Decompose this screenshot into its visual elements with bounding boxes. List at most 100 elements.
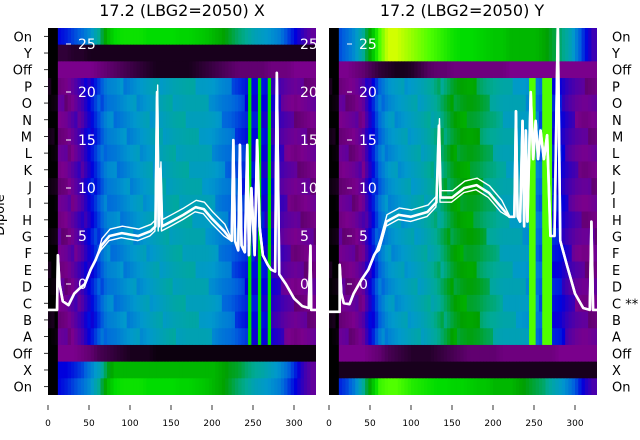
- heatmap-cell: [411, 361, 415, 379]
- heatmap-cell: [261, 294, 266, 313]
- heatmap-cell: [67, 261, 72, 279]
- heatmap-cell: [450, 228, 455, 246]
- heatmap-cell: [146, 194, 151, 212]
- heatmap-cell: [493, 244, 497, 263]
- heatmap-cell: [202, 28, 207, 46]
- heatmap-cell: [159, 94, 164, 112]
- heatmap-cell: [374, 128, 379, 146]
- heatmap-cell: [463, 344, 468, 363]
- heatmap-cell: [561, 178, 566, 196]
- heatmap-cell: [195, 94, 200, 112]
- heatmap-cell: [287, 261, 292, 279]
- heatmap-cell: [136, 144, 141, 162]
- heatmap-cell: [407, 311, 412, 329]
- heatmap-cell: [542, 194, 547, 212]
- heatmap-cell: [420, 194, 425, 212]
- heatmap-cell: [234, 161, 239, 179]
- heatmap-cell: [67, 144, 72, 162]
- heatmap-cell: [172, 261, 177, 279]
- heatmap-cell: [254, 128, 259, 146]
- heatmap-cell: [397, 94, 402, 112]
- heatmap-cell: [215, 361, 220, 379]
- heatmap-cell: [221, 178, 226, 196]
- heatmap-cell: [113, 244, 118, 263]
- heatmap-cell: [195, 244, 200, 263]
- heatmap-cell: [287, 294, 292, 313]
- heatmap-cell: [515, 228, 520, 246]
- heatmap-cell: [93, 311, 98, 329]
- heatmap-cell: [103, 44, 108, 62]
- heatmap-cell: [139, 378, 144, 395]
- heatmap-cell: [368, 61, 373, 79]
- heatmap-cell: [417, 161, 422, 179]
- heatmap-cell: [470, 361, 474, 379]
- heatmap-cell: [48, 311, 52, 329]
- heatmap-cell: [61, 28, 65, 46]
- heatmap-cell: [424, 311, 428, 329]
- heatmap-cell: [404, 111, 409, 129]
- heatmap-cell: [355, 178, 360, 196]
- heatmap-cell: [303, 44, 308, 62]
- heatmap-cell: [264, 311, 269, 329]
- heatmap-cell: [565, 178, 570, 196]
- heatmap-cell: [555, 261, 560, 279]
- heatmap-cell: [51, 244, 56, 263]
- heatmap-cell: [221, 128, 226, 146]
- heatmap-cell: [172, 194, 177, 212]
- heatmap-cell: [205, 144, 210, 162]
- heatmap-cell: [103, 94, 108, 112]
- heatmap-cell: [87, 361, 92, 379]
- heatmap-cell: [443, 278, 448, 296]
- heatmap-cell: [287, 78, 292, 96]
- heatmap-cell: [381, 144, 386, 162]
- heatmap-cell: [294, 261, 298, 279]
- heatmap-cell: [453, 111, 458, 129]
- heatmap-cell: [175, 44, 180, 62]
- heatmap-cell: [67, 328, 72, 346]
- heatmap-cell: [483, 194, 488, 212]
- heatmap-cell: [486, 344, 491, 363]
- heatmap-cell: [290, 361, 295, 379]
- heatmap-cell: [493, 278, 497, 296]
- heatmap-cell: [443, 128, 448, 146]
- heatmap-cell: [558, 244, 563, 263]
- heatmap-cell: [407, 144, 412, 162]
- heatmap-cell: [166, 178, 170, 196]
- heatmap-cell: [358, 128, 363, 146]
- heatmap-cell: [384, 61, 389, 79]
- heatmap-cell: [584, 278, 589, 296]
- heatmap-cell: [257, 294, 262, 313]
- heatmap-cell: [509, 328, 514, 346]
- heatmap-cell: [433, 328, 438, 346]
- heatmap-cell: [443, 211, 448, 229]
- heatmap-cell: [205, 211, 210, 229]
- heatmap-cell: [411, 178, 415, 196]
- heatmap-cell: [351, 278, 356, 296]
- heatmap-cell: [388, 244, 392, 263]
- heatmap-cell: [588, 94, 592, 112]
- heatmap-cell: [146, 144, 151, 162]
- heatmap-cell: [437, 211, 442, 229]
- heatmap-cell: [84, 78, 88, 96]
- heatmap-cell: [54, 144, 59, 162]
- heatmap-cell: [466, 111, 471, 129]
- heatmap-cell: [545, 44, 550, 62]
- overlay-line: [48, 72, 316, 311]
- heatmap-cell: [368, 161, 373, 179]
- heatmap-cell: [175, 78, 180, 96]
- heatmap-cell: [254, 378, 259, 395]
- heatmap-cell: [512, 361, 517, 379]
- heatmap-cell: [575, 94, 579, 112]
- heatmap-cell: [351, 28, 356, 46]
- heatmap-cell: [355, 244, 360, 263]
- heatmap-cell: [456, 194, 461, 212]
- heatmap-cell: [542, 44, 547, 62]
- heatmap-cell: [103, 28, 108, 46]
- heatmap-cell: [238, 378, 243, 395]
- heatmap-cell: [473, 94, 478, 112]
- heatmap-cell: [123, 211, 128, 229]
- heatmap-cell: [417, 111, 422, 129]
- heatmap-cell: [284, 161, 289, 179]
- heatmap-cell: [502, 111, 507, 129]
- heatmap-cell: [152, 111, 157, 129]
